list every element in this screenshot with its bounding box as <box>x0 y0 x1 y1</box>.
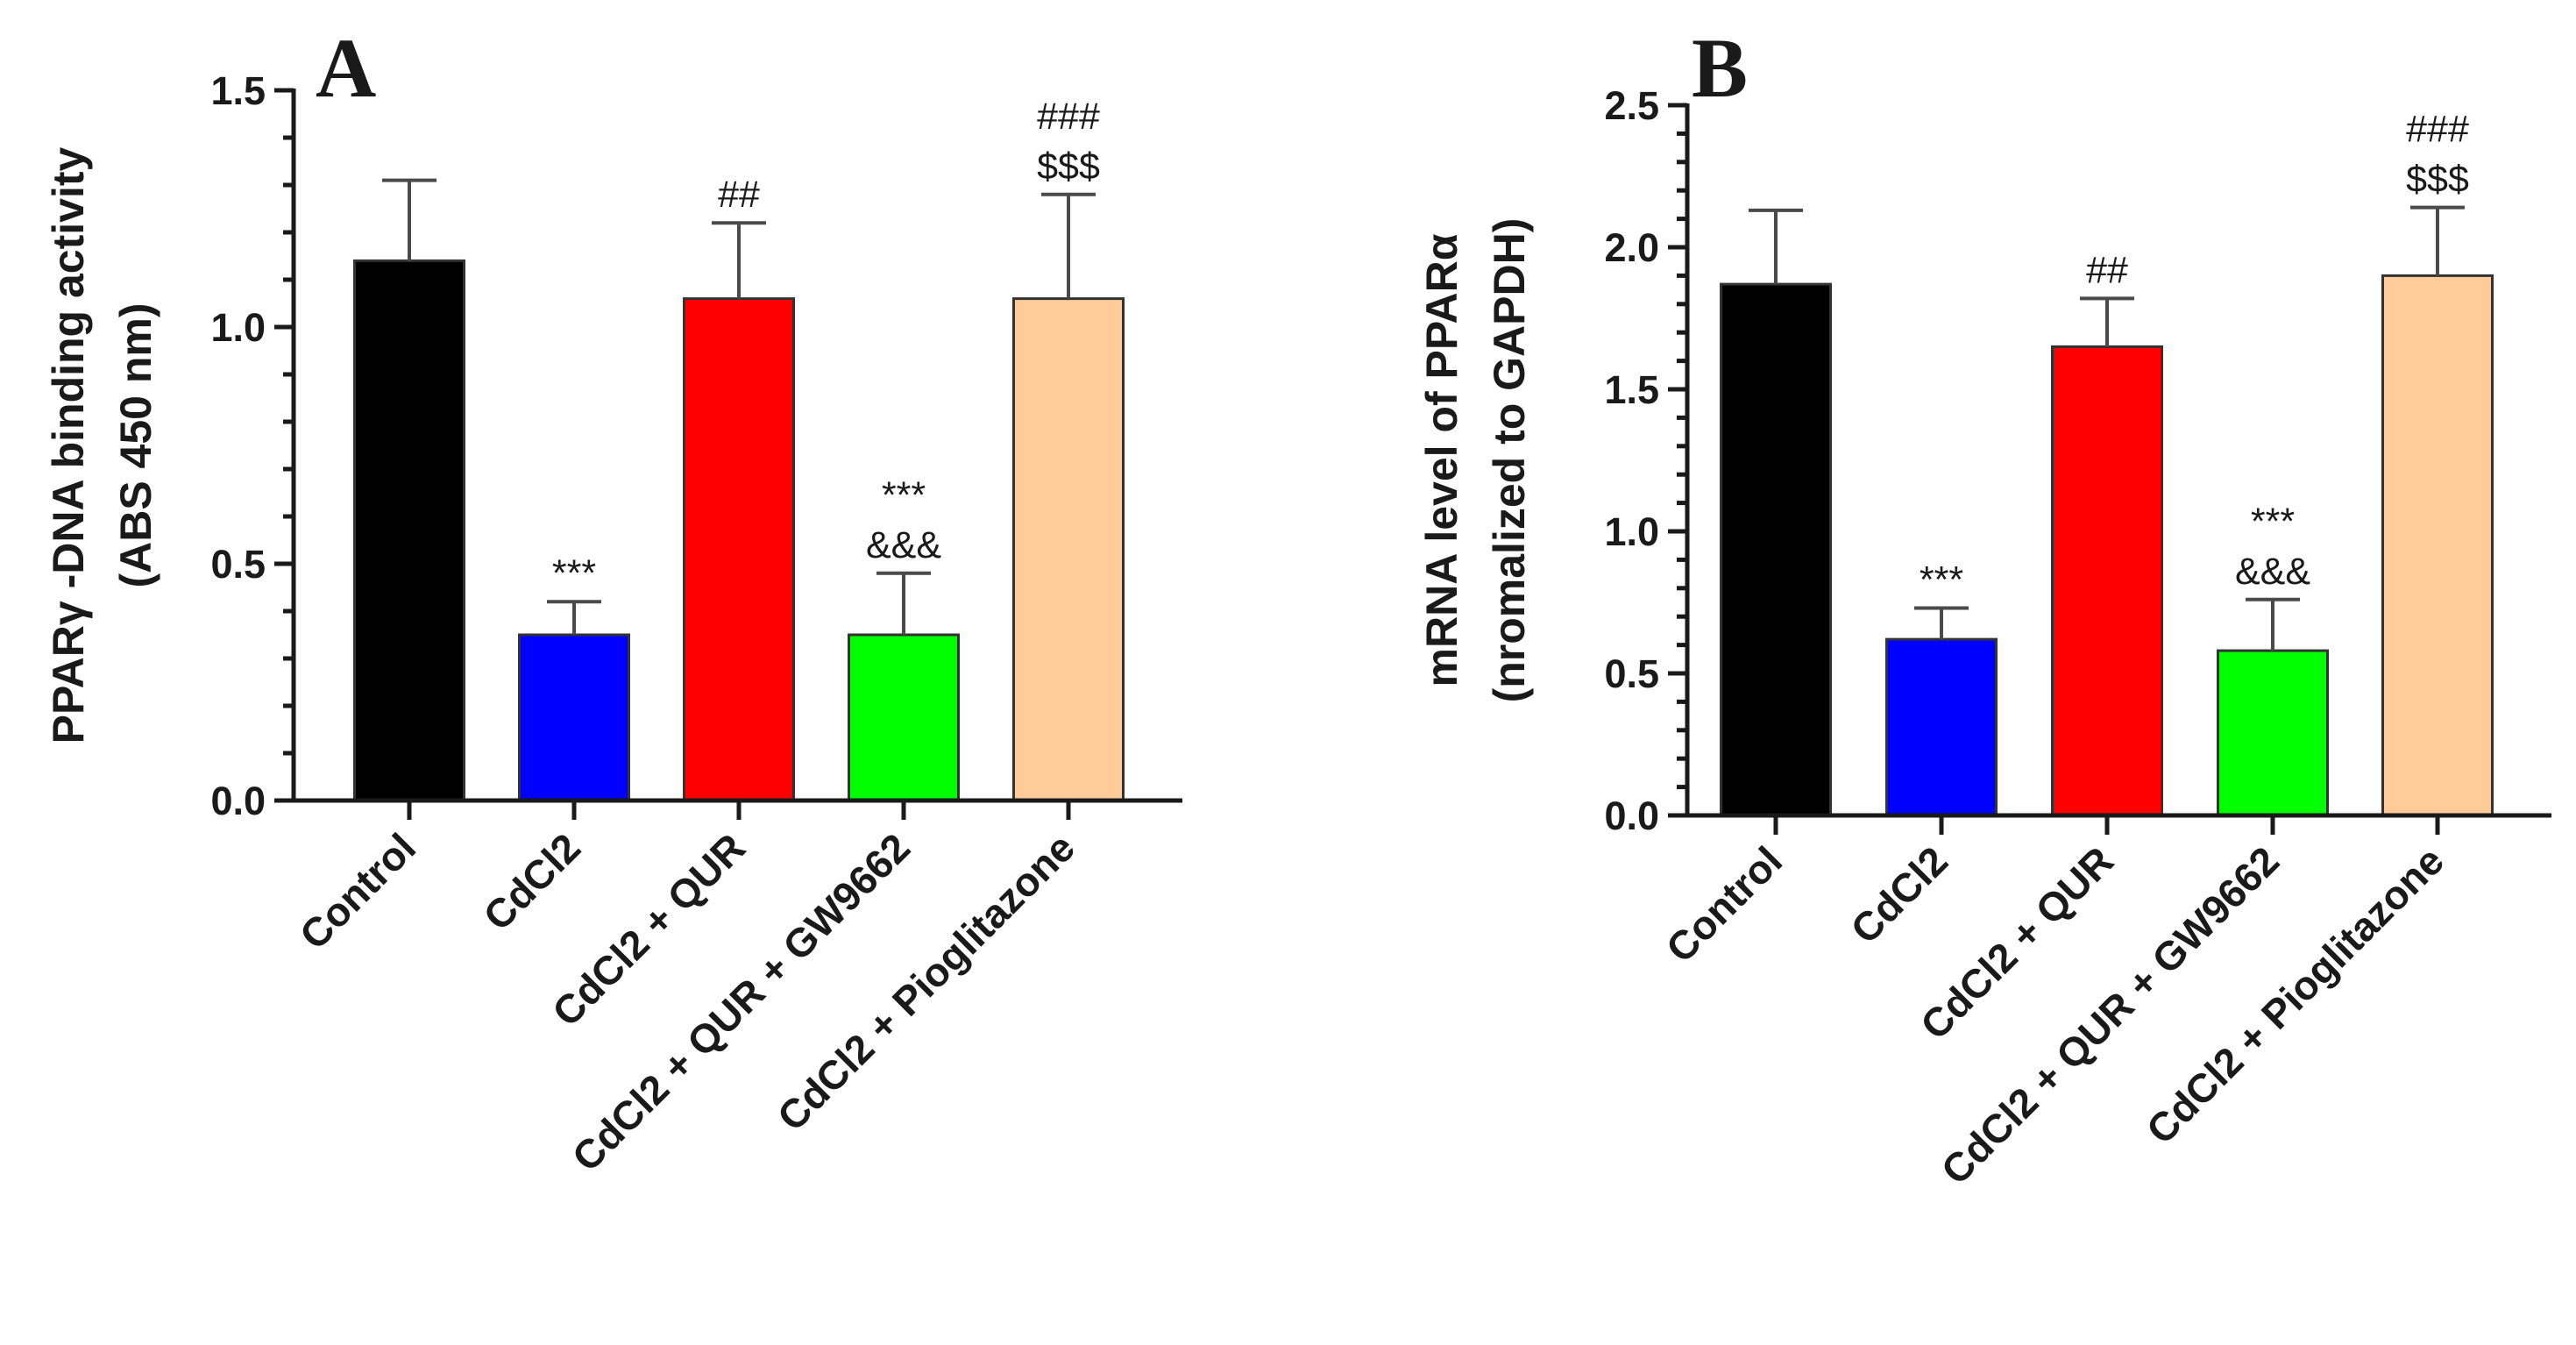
x-category-label: CdCl2 + QUR + GW9662 <box>1933 837 2289 1193</box>
bar-5 <box>2381 274 2494 817</box>
x-category-label: CdCl2 + Pioglitazone <box>769 824 1083 1139</box>
bar-4 <box>2217 649 2329 817</box>
error-bar-3 <box>712 221 766 299</box>
y-axis-title: mRNA level of PPARα <box>1417 233 1466 687</box>
x-category-label: CdCl2 + QUR + GW9662 <box>564 824 919 1180</box>
error-bar-3 <box>2080 296 2134 347</box>
significance-label: *** <box>552 552 596 594</box>
significance-label: ### <box>2406 109 2469 151</box>
x-category-label: CdCl2 <box>1842 837 1956 952</box>
axes <box>274 88 1182 820</box>
y-axis-title: (ABS 450 nm) <box>111 302 160 587</box>
significance-label: *** <box>882 474 926 516</box>
error-bar-5 <box>1041 192 1096 299</box>
y-tick-label: 0.5 <box>1604 651 1659 696</box>
bar-3 <box>683 297 795 802</box>
panel-b: *** ## *** &&& ### $$$ 0.0 0.5 1.0 1.5 2.0 2.5 Contr… <box>1417 21 2551 1193</box>
bar-2 <box>518 633 630 802</box>
x-category-label: Control <box>291 824 424 957</box>
bar-5 <box>1012 297 1125 802</box>
bar-1 <box>1720 282 1832 817</box>
panel-letter: B <box>1692 21 1748 115</box>
bar-3 <box>2051 345 2163 817</box>
y-tick-label: 1.5 <box>1604 367 1659 412</box>
significance-label: $$$ <box>2406 159 2469 201</box>
significance-label: &&& <box>2235 551 2310 593</box>
error-bar-1 <box>1749 208 1803 285</box>
y-axis-title: PPARγ -DNA binding activity <box>44 147 93 744</box>
error-bar-4 <box>2246 597 2300 651</box>
significance-label: ## <box>2086 249 2128 291</box>
significance-label: $$$ <box>1037 146 1100 188</box>
y-tick-label: 1.5 <box>210 68 266 113</box>
panel-a: *** ## *** &&& ### $$$ 0.0 0.5 1.0 1.5 Control CdCl… <box>44 21 1182 1180</box>
y-tick-label: 0.5 <box>210 542 266 587</box>
significance-label: ### <box>1037 96 1100 138</box>
y-tick-label: 2.5 <box>1604 83 1659 128</box>
significance-label: *** <box>2251 501 2295 543</box>
y-tick-label: 2.0 <box>1604 225 1659 270</box>
panel-letter: A <box>316 21 376 115</box>
error-bar-5 <box>2410 205 2465 276</box>
bar-4 <box>848 633 960 802</box>
y-tick-label: 0.0 <box>210 779 266 823</box>
significance-label: ## <box>718 174 760 216</box>
error-bar-4 <box>876 571 931 635</box>
y-tick-label: 1.0 <box>1604 509 1659 554</box>
error-bar-2 <box>547 600 601 635</box>
y-tick-label: 0.0 <box>1604 793 1659 838</box>
bar-1 <box>353 259 465 802</box>
axes <box>1668 103 2551 835</box>
error-bar-2 <box>1914 606 1969 640</box>
x-category-label: CdCl2 <box>474 824 589 939</box>
bar-2 <box>1885 637 1998 817</box>
x-category-label: CdCl2 + Pioglitazone <box>2138 837 2452 1152</box>
significance-label: &&& <box>866 524 941 566</box>
y-axis-title: (nromalized to GAPDH) <box>1485 218 1534 703</box>
significance-label: *** <box>1920 559 1963 601</box>
y-tick-label: 1.0 <box>210 305 266 350</box>
x-category-label: Control <box>1657 837 1791 971</box>
error-bar-1 <box>382 178 436 261</box>
